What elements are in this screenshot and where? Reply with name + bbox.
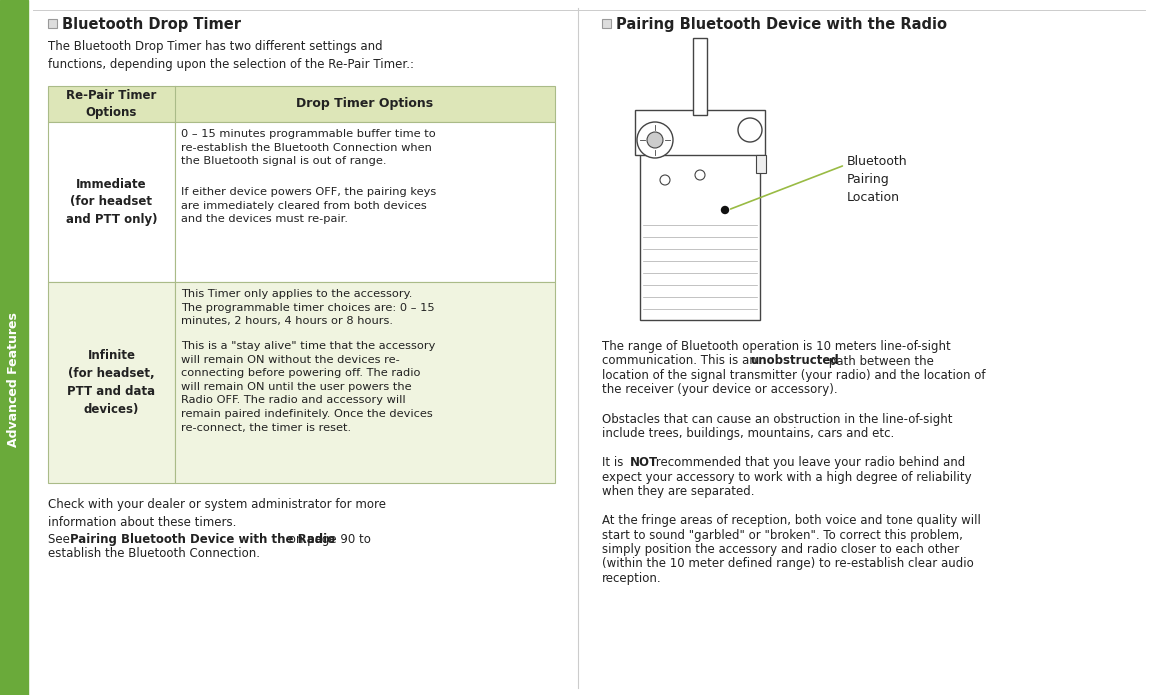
- Bar: [693, 38, 706, 115]
- Bar: [175, 122, 554, 282]
- Text: Advanced Features: Advanced Features: [7, 313, 21, 448]
- Text: Infinite
(for headset,
PTT and data
devices): Infinite (for headset, PTT and data devi…: [67, 349, 155, 416]
- Bar: [602, 19, 611, 28]
- Bar: [48, 282, 175, 483]
- Text: Obstacles that can cause an obstruction in the line-of-sight: Obstacles that can cause an obstruction …: [602, 413, 952, 425]
- Text: Bluetooth
Pairing
Location: Bluetooth Pairing Location: [847, 155, 907, 204]
- Text: (within the 10 meter defined range) to re-establish clear audio: (within the 10 meter defined range) to r…: [602, 557, 973, 571]
- Text: expect your accessory to work with a high degree of reliability: expect your accessory to work with a hig…: [602, 471, 972, 484]
- Text: simply position the accessory and radio closer to each other: simply position the accessory and radio …: [602, 543, 959, 556]
- Text: communication. This is an: communication. This is an: [602, 354, 761, 368]
- Text: Check with your dealer or system administrator for more
information about these : Check with your dealer or system adminis…: [48, 498, 386, 529]
- Text: If either device powers OFF, the pairing keys
are immediately cleared from both : If either device powers OFF, the pairing…: [181, 187, 436, 224]
- Text: on page 90 to: on page 90 to: [285, 533, 371, 546]
- Text: when they are separated.: when they are separated.: [602, 485, 754, 498]
- Bar: [0, 0, 28, 695]
- Bar: [640, 150, 760, 320]
- Text: NOT: NOT: [630, 456, 658, 469]
- Circle shape: [738, 118, 762, 142]
- Text: establish the Bluetooth Connection.: establish the Bluetooth Connection.: [48, 547, 260, 560]
- Text: Pairing Bluetooth Device with the Radio: Pairing Bluetooth Device with the Radio: [616, 17, 947, 31]
- Text: Drop Timer Options: Drop Timer Options: [297, 97, 434, 111]
- Text: The Bluetooth Drop Timer has two different settings and
functions, depending upo: The Bluetooth Drop Timer has two differe…: [48, 40, 414, 71]
- Text: Bluetooth Drop Timer: Bluetooth Drop Timer: [61, 17, 241, 31]
- Text: unobstructed: unobstructed: [751, 354, 839, 368]
- Text: 90: 90: [3, 664, 24, 680]
- Circle shape: [722, 206, 728, 213]
- Text: the receiver (your device or accessory).: the receiver (your device or accessory).: [602, 384, 838, 397]
- Bar: [635, 110, 764, 155]
- Text: 0 – 15 minutes programmable buffer time to
re-establish the Bluetooth Connection: 0 – 15 minutes programmable buffer time …: [181, 129, 436, 166]
- Bar: [48, 19, 57, 28]
- Text: recommended that you leave your radio behind and: recommended that you leave your radio be…: [652, 456, 965, 469]
- Text: Pairing Bluetooth Device with the Radio: Pairing Bluetooth Device with the Radio: [70, 533, 335, 546]
- Text: Re-Pair Timer
Options: Re-Pair Timer Options: [66, 89, 157, 119]
- Text: include trees, buildings, mountains, cars and etc.: include trees, buildings, mountains, car…: [602, 427, 894, 440]
- Text: start to sound "garbled" or "broken". To correct this problem,: start to sound "garbled" or "broken". To…: [602, 528, 963, 541]
- Text: At the fringe areas of reception, both voice and tone quality will: At the fringe areas of reception, both v…: [602, 514, 981, 527]
- Text: The range of Bluetooth operation is 10 meters line-of-sight: The range of Bluetooth operation is 10 m…: [602, 340, 951, 353]
- Circle shape: [695, 170, 705, 180]
- Bar: [175, 282, 554, 483]
- Text: See: See: [48, 533, 73, 546]
- Text: This is a "stay alive" time that the accessory
will remain ON without the device: This is a "stay alive" time that the acc…: [181, 341, 435, 432]
- Circle shape: [637, 122, 673, 158]
- Circle shape: [660, 175, 670, 185]
- Text: This Timer only applies to the accessory.
The programmable timer choices are: 0 : This Timer only applies to the accessory…: [181, 289, 435, 326]
- Text: path between the: path between the: [825, 354, 934, 368]
- Bar: [48, 86, 554, 122]
- Bar: [48, 122, 175, 282]
- Circle shape: [647, 132, 664, 148]
- Text: location of the signal transmitter (your radio) and the location of: location of the signal transmitter (your…: [602, 369, 986, 382]
- Text: reception.: reception.: [602, 572, 661, 585]
- Text: Immediate
(for headset
and PTT only): Immediate (for headset and PTT only): [66, 177, 158, 227]
- Text: It is: It is: [602, 456, 628, 469]
- Bar: [756, 155, 766, 173]
